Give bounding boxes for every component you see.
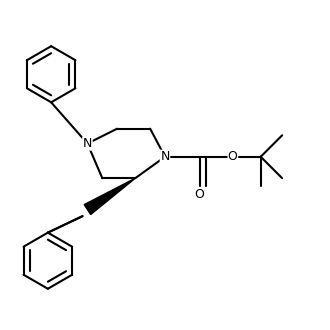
Text: O: O <box>195 188 205 201</box>
Text: N: N <box>83 137 92 150</box>
Polygon shape <box>84 178 135 214</box>
Text: O: O <box>228 150 238 163</box>
Text: N: N <box>160 150 170 163</box>
